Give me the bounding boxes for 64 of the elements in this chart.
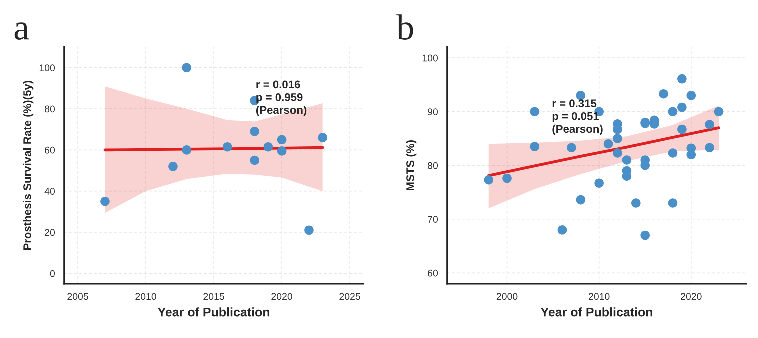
point [686,91,696,100]
point [250,127,260,136]
point [277,135,287,145]
y-tick-label: 60 [428,270,438,277]
x-tick-label: 2025 [340,293,360,300]
x-tick-label: 2020 [681,293,702,300]
point [678,124,687,134]
x-axis-title: Year of Publication [540,308,653,317]
chart-title: a [14,22,30,40]
point [484,175,494,185]
y-tick-label: 100 [422,54,438,62]
point [222,142,232,152]
point [659,89,668,99]
point [558,225,568,235]
point [168,162,178,172]
point [567,143,576,153]
point [594,178,604,188]
point [304,226,314,236]
x-tick-label: 2020 [272,293,292,300]
point [530,107,540,117]
annotation: r = 0.315 p = 0.051 (Pearson) [552,100,603,136]
point [502,174,512,184]
point [668,198,678,208]
point [705,120,714,130]
y-tick-label: 80 [428,162,438,170]
y-tick-label: 90 [428,108,438,116]
y-tick-label: 40 [44,188,56,195]
point [668,148,678,158]
y-tick-label: 80 [45,106,56,113]
point [668,107,678,117]
point [640,230,650,240]
point [530,142,540,152]
point [318,133,328,143]
x-tick-label: 2005 [68,293,88,300]
x-tick-label: 2015 [204,293,224,300]
point [714,107,724,117]
x-tick-label: 2010 [136,293,156,300]
y-tick-label: 0 [50,270,56,278]
point [182,63,192,73]
point [613,148,622,158]
x-tick-label: 2010 [589,293,610,300]
x-tick-label: 2000 [496,293,518,300]
x-axis-title: Year of Publication [158,308,270,317]
point [250,156,260,166]
y-tick-label: 70 [428,216,438,224]
point [705,143,714,153]
point [604,139,614,149]
point [678,74,687,84]
point [678,102,687,112]
point [576,195,586,205]
point [686,150,696,160]
point [631,198,641,208]
point [622,156,632,165]
point [182,146,192,155]
point [264,142,274,152]
y-axis-title: Prosthesis Survival Rate (%)(5y) [23,80,34,250]
y-tick-label: 60 [45,146,56,154]
point [277,146,287,156]
y-tick-label: 100 [40,64,56,72]
chart-title: b [396,14,414,40]
y-axis-title: MSTS (%) [406,140,417,190]
y-tick-label: 20 [45,229,56,236]
point [100,196,110,206]
point [613,134,622,144]
